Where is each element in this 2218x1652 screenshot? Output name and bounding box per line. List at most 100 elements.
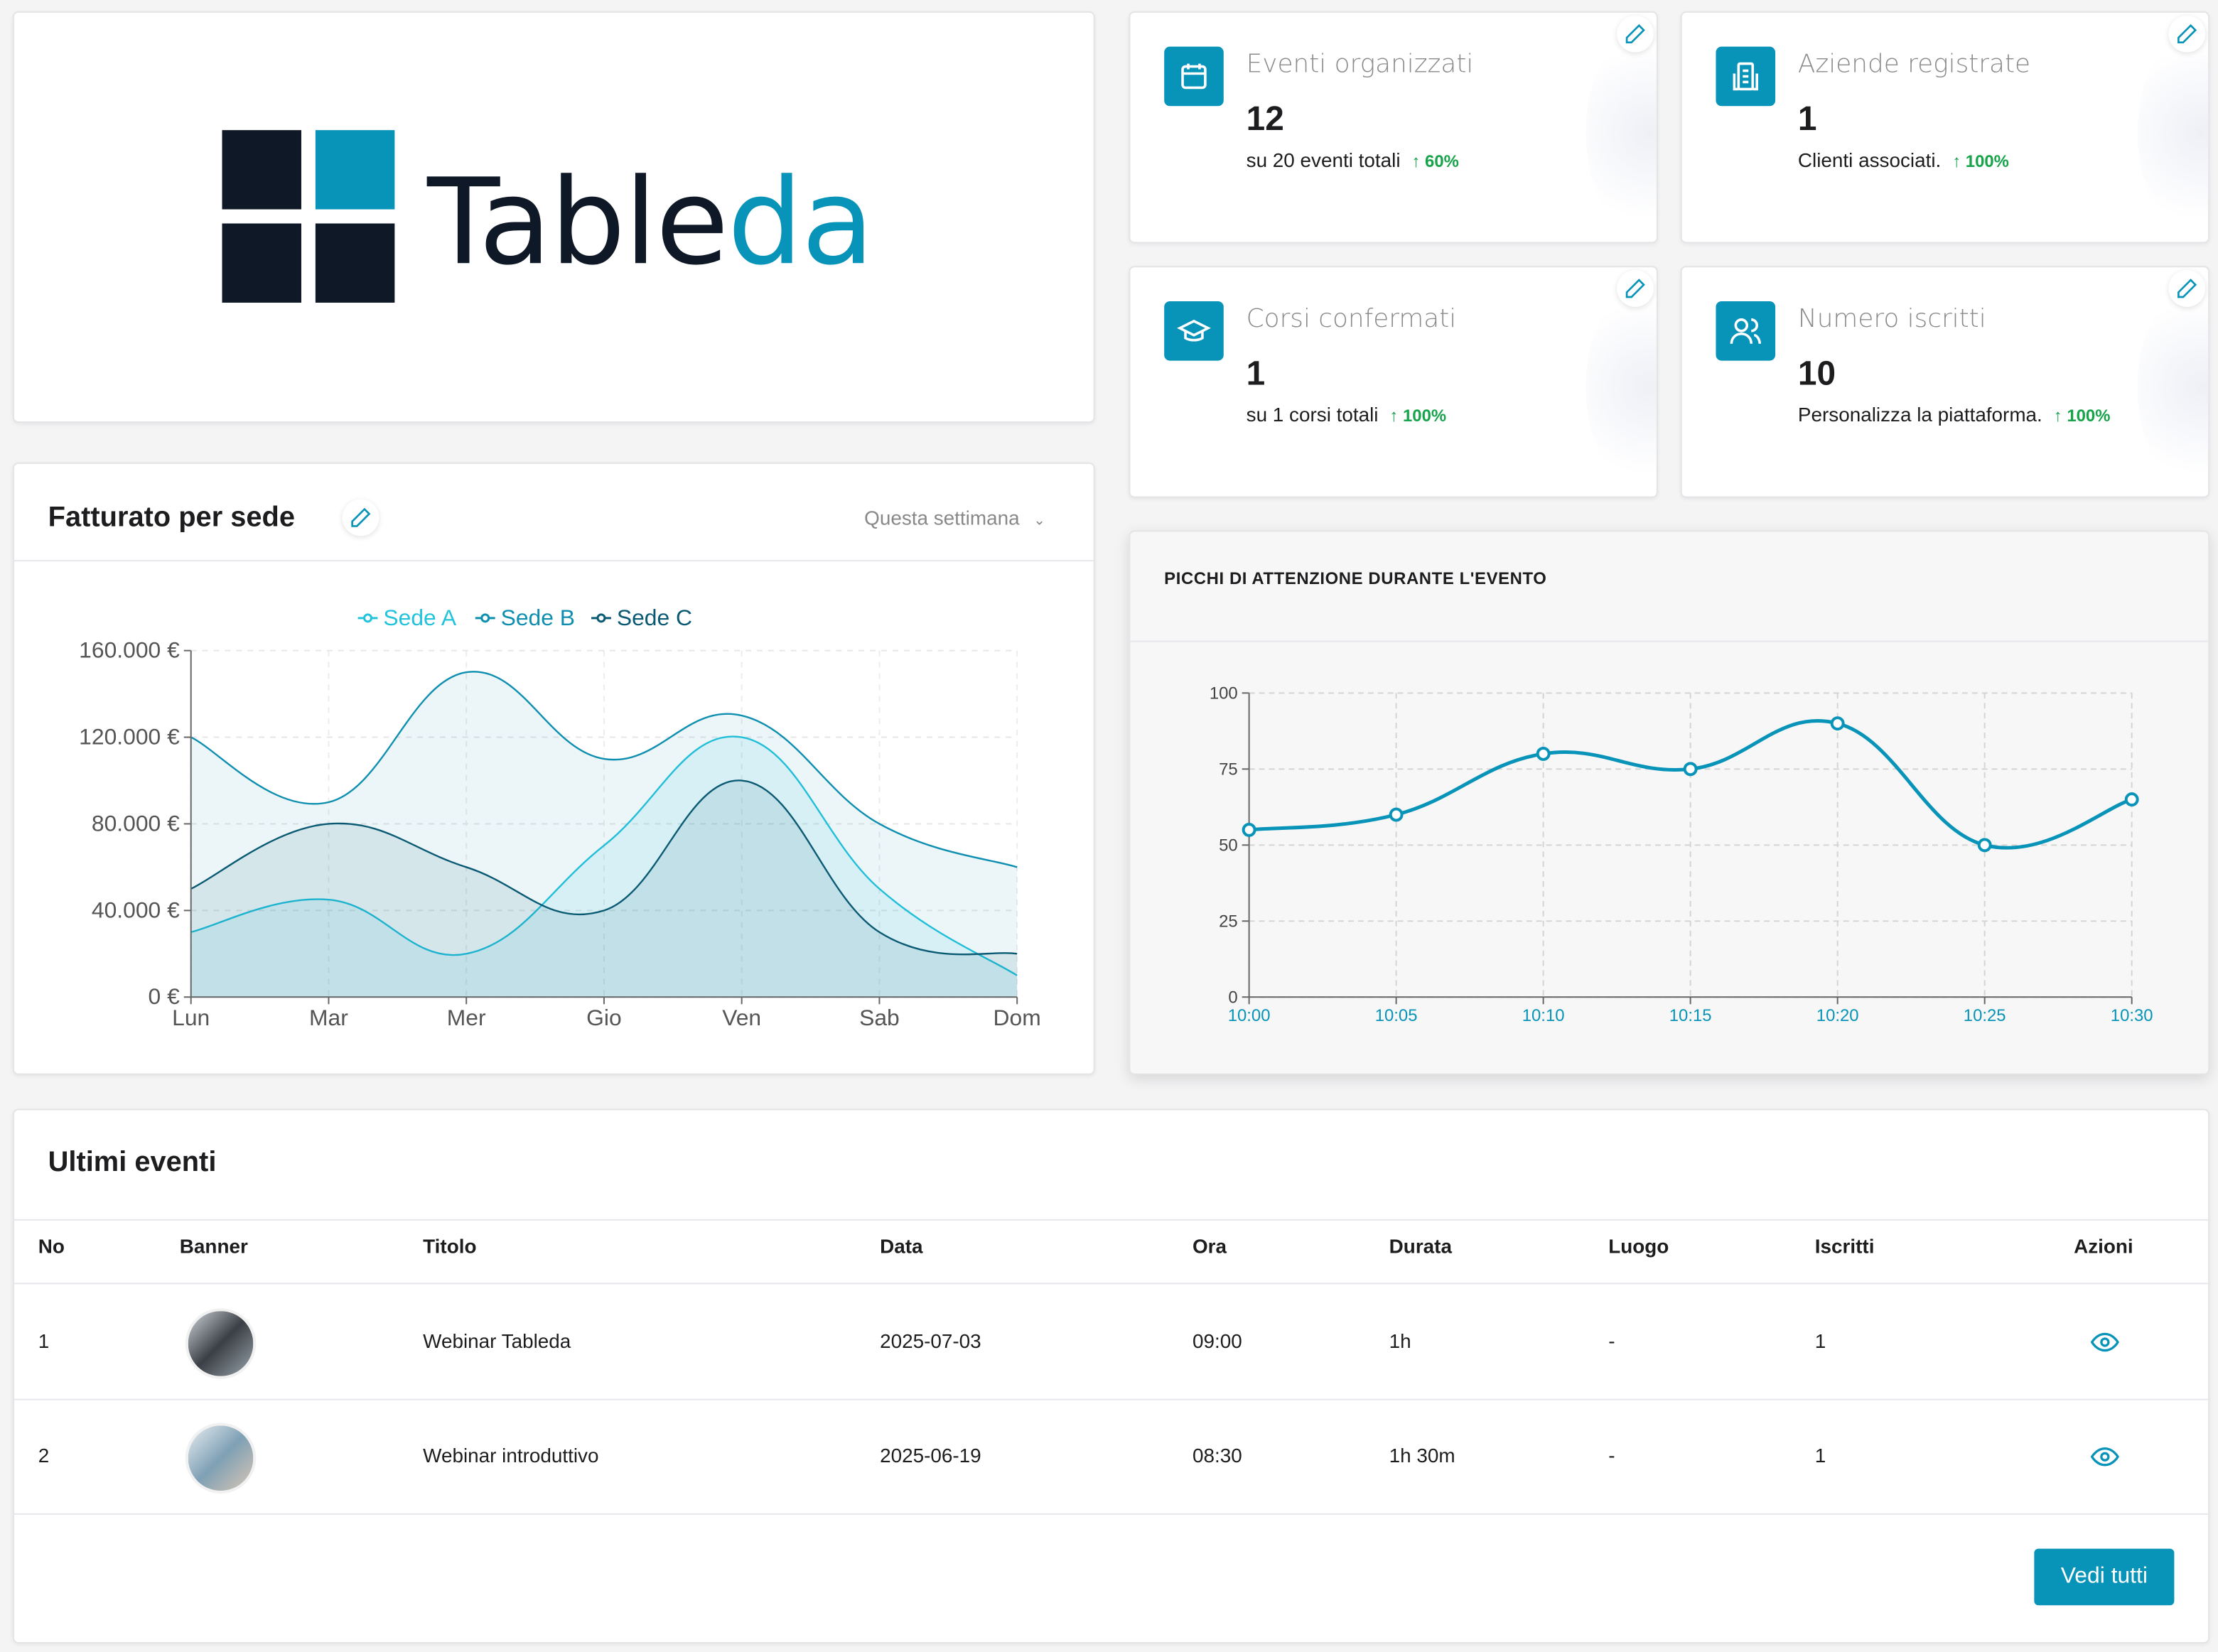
x-tick-label: 10:30 bbox=[2111, 1006, 2153, 1025]
column-header: Ora bbox=[1192, 1234, 1227, 1258]
column-header: Data bbox=[880, 1234, 923, 1258]
data-point bbox=[1683, 762, 1698, 777]
view-all-button[interactable]: Vedi tutti bbox=[2034, 1548, 2175, 1606]
events-title: Ultimi eventi bbox=[48, 1147, 217, 1179]
y-tick-label: 75 bbox=[1219, 760, 1238, 779]
decoration bbox=[1586, 26, 1657, 239]
stat-label: Numero iscritti bbox=[1797, 303, 1986, 334]
cell-title: Webinar introduttivo bbox=[423, 1444, 599, 1467]
column-header: Titolo bbox=[423, 1234, 477, 1258]
divider bbox=[14, 1398, 2209, 1400]
cell-duration: 1h bbox=[1389, 1329, 1411, 1352]
stat-label: Eventi organizzati bbox=[1246, 49, 1474, 80]
stat-change-value: 100% bbox=[2067, 406, 2111, 426]
table-row[interactable]: 2 Webinar introduttivo 2025-06-19 08:30 1h 3… bbox=[14, 1399, 2208, 1513]
y-tick-label: 50 bbox=[1219, 836, 1238, 855]
y-tick-label: 0 bbox=[1228, 988, 1237, 1007]
pencil-icon bbox=[1625, 279, 1645, 298]
logo-mark-icon bbox=[222, 130, 395, 303]
stat-value: 1 bbox=[1797, 100, 1817, 139]
logo-text: Tableda bbox=[427, 151, 875, 293]
stat-change-value: 60% bbox=[1425, 151, 1459, 171]
y-tick-label: 0 € bbox=[149, 983, 181, 1009]
area-sede-a bbox=[190, 736, 1018, 998]
data-point bbox=[1977, 838, 1992, 853]
stat-label: Aziende registrate bbox=[1797, 49, 2031, 80]
table-row[interactable]: 1 Webinar Tableda 2025-07-03 09:00 1h - 1 bbox=[14, 1284, 2208, 1398]
stat-change: ↑ 100% bbox=[1389, 406, 1446, 426]
x-tick-label: 10:15 bbox=[1669, 1006, 1712, 1025]
data-point bbox=[1242, 822, 1256, 837]
cell-enrolled: 1 bbox=[1814, 1329, 1826, 1352]
period-dropdown[interactable]: Questa settimana ⌄ bbox=[864, 507, 1045, 529]
column-header: Banner bbox=[179, 1234, 248, 1258]
edit-stat-button[interactable] bbox=[1617, 15, 1654, 53]
edit-stat-button[interactable] bbox=[2168, 15, 2206, 53]
edit-stat-button[interactable] bbox=[1617, 270, 1654, 307]
arrow-up-icon: ↑ bbox=[2053, 406, 2067, 426]
column-header: No bbox=[38, 1234, 65, 1258]
revenue-chart: 0 € 40.000 € 80.000 € 120.000 € 160.000 € Lun… bbox=[79, 605, 1041, 1030]
data-point bbox=[1536, 746, 1551, 761]
users-icon bbox=[1730, 318, 1761, 344]
x-tick-label: Mer bbox=[447, 1005, 486, 1030]
stat-icon-box bbox=[1716, 301, 1776, 361]
x-tick-label: Sab bbox=[859, 1005, 900, 1030]
pencil-icon bbox=[2177, 23, 2197, 44]
divider bbox=[1130, 640, 2209, 642]
stat-card: Eventi organizzati 12 su 20 eventi total… bbox=[1129, 11, 1658, 244]
divider bbox=[14, 1513, 2209, 1515]
stat-subtitle-text: su 1 corsi totali bbox=[1246, 403, 1379, 426]
attention-title: PICCHI DI ATTENZIONE DURANTE L'EVENTO bbox=[1164, 568, 1547, 589]
stat-card: Aziende registrate 1 Clienti associati. ↑… bbox=[1680, 11, 2210, 244]
cell-enrolled: 1 bbox=[1814, 1444, 1826, 1467]
revenue-title: Fatturato per sede bbox=[48, 502, 295, 534]
revenue-card: Fatturato per sede Questa settimana ⌄ 0 … bbox=[12, 462, 1095, 1075]
pencil-icon bbox=[351, 507, 371, 527]
y-tick-label: 80.000 € bbox=[92, 810, 180, 836]
stat-change-value: 100% bbox=[1403, 406, 1447, 426]
x-tick-label: Ven bbox=[722, 1005, 761, 1030]
cell-duration: 1h 30m bbox=[1389, 1444, 1455, 1467]
x-tick-label: Lun bbox=[172, 1005, 210, 1030]
arrow-up-icon: ↑ bbox=[1952, 151, 1966, 171]
data-point bbox=[1389, 807, 1404, 822]
legend-label: Sede A bbox=[383, 605, 456, 630]
x-tick-label: Mar bbox=[309, 1005, 348, 1030]
chevron-down-icon: ⌄ bbox=[1033, 513, 1045, 529]
stat-change: ↑ 100% bbox=[2054, 406, 2111, 426]
eye-icon[interactable] bbox=[2090, 1328, 2119, 1356]
attention-chart: 0 25 50 75 100 10:00 10:05 10:10 10:15 10:20 10:25… bbox=[1210, 684, 2153, 1025]
divider bbox=[14, 1219, 2209, 1221]
edit-revenue-button[interactable] bbox=[342, 499, 379, 536]
x-tick-label: 10:10 bbox=[1522, 1006, 1565, 1025]
cell-no: 2 bbox=[38, 1444, 50, 1467]
stat-subtitle-text: su 20 eventi totali bbox=[1246, 149, 1401, 171]
x-tick-label: Gio bbox=[586, 1005, 622, 1030]
x-tick-label: 10:05 bbox=[1375, 1006, 1418, 1025]
y-tick-label: 160.000 € bbox=[79, 637, 180, 663]
period-label: Questa settimana bbox=[864, 506, 1020, 529]
column-header: Luogo bbox=[1608, 1234, 1669, 1258]
area-sede-c bbox=[190, 780, 1018, 998]
edit-stat-button[interactable] bbox=[2168, 270, 2206, 307]
eye-icon[interactable] bbox=[2090, 1442, 2119, 1471]
divider bbox=[14, 560, 1094, 562]
x-tick-label: 10:25 bbox=[1964, 1006, 2006, 1025]
arrow-up-icon: ↑ bbox=[1389, 406, 1404, 426]
stat-subtitle-text: Clienti associati. bbox=[1797, 149, 1942, 171]
column-header: Iscritti bbox=[1814, 1234, 1875, 1258]
divider bbox=[14, 1283, 2209, 1285]
logo-text-dark: Table bbox=[427, 152, 728, 292]
stat-change: ↑ 100% bbox=[1952, 151, 2009, 171]
area-sede-b bbox=[190, 671, 1018, 998]
logo-text-accent: da bbox=[727, 152, 875, 292]
graduation-cap-icon bbox=[1177, 319, 1211, 342]
stat-icon-box bbox=[1716, 46, 1776, 107]
legend-marker-dot bbox=[480, 613, 490, 623]
legend-label: Sede C bbox=[617, 605, 692, 630]
x-tick-label: 10:20 bbox=[1816, 1006, 1859, 1025]
line-sede-c bbox=[190, 779, 1018, 956]
data-point bbox=[2124, 792, 2139, 807]
event-banner bbox=[185, 1308, 257, 1379]
